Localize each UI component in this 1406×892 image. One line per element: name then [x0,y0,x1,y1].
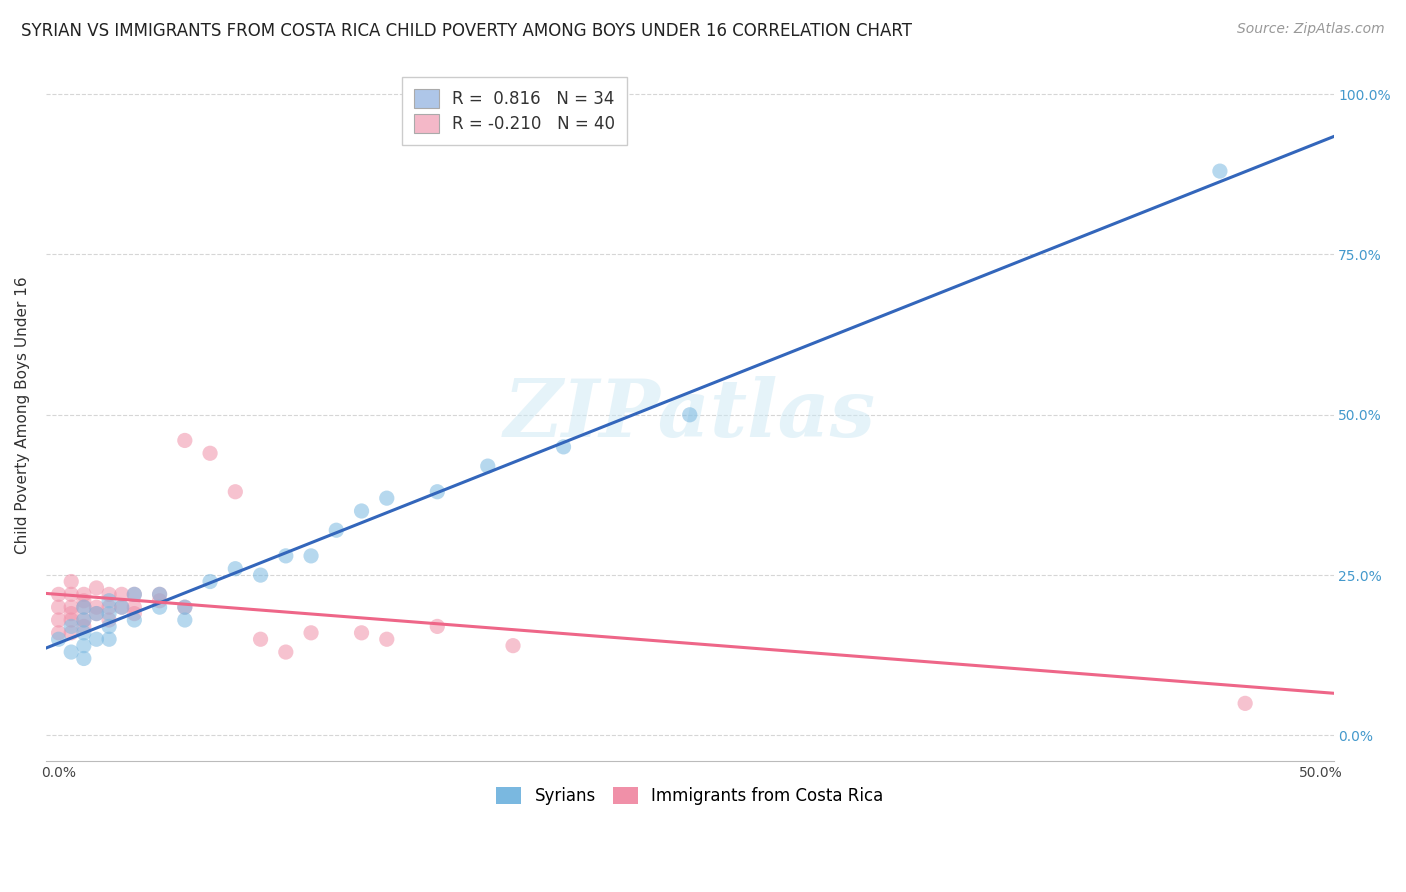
Point [98,587,121,601]
Legend: Syrians, Immigrants from Costa Rica: Syrians, Immigrants from Costa Rica [486,777,893,815]
Point [124,613,146,627]
Point [48,625,70,640]
Point [224,562,246,576]
Point [60,619,83,633]
Point [274,549,297,563]
Point [73,625,96,640]
Point [60,600,83,615]
Point [98,613,121,627]
Point [73,639,96,653]
Point [73,613,96,627]
Point [502,639,524,653]
Point [86,607,108,621]
Point [274,645,297,659]
Point [48,632,70,647]
Point [299,625,322,640]
Point [98,607,121,621]
Point [224,484,246,499]
Point [249,568,271,582]
Point [48,600,70,615]
Point [73,600,96,615]
Point [173,434,195,448]
Point [124,587,146,601]
Point [98,594,121,608]
Point [60,587,83,601]
Text: SYRIAN VS IMMIGRANTS FROM COSTA RICA CHILD POVERTY AMONG BOYS UNDER 16 CORRELATI: SYRIAN VS IMMIGRANTS FROM COSTA RICA CHI… [21,22,912,40]
Point [73,613,96,627]
Point [375,632,398,647]
Point [375,491,398,505]
Point [98,600,121,615]
Point [173,600,195,615]
Point [350,625,373,640]
Point [111,600,134,615]
Point [124,587,146,601]
Point [1234,697,1257,711]
Point [60,574,83,589]
Point [299,549,322,563]
Text: ZIPatlas: ZIPatlas [503,376,876,453]
Point [86,607,108,621]
Point [198,446,221,460]
Point [98,632,121,647]
Point [198,574,221,589]
Point [60,613,83,627]
Point [148,600,170,615]
Point [111,600,134,615]
Point [86,632,108,647]
Point [249,632,271,647]
Point [98,619,121,633]
Point [60,607,83,621]
Point [148,587,170,601]
Point [86,600,108,615]
Point [48,613,70,627]
Point [426,484,449,499]
Point [350,504,373,518]
Point [173,613,195,627]
Point [73,600,96,615]
Point [477,459,499,474]
Point [86,581,108,595]
Y-axis label: Child Poverty Among Boys Under 16: Child Poverty Among Boys Under 16 [15,276,30,554]
Point [124,600,146,615]
Point [124,607,146,621]
Point [679,408,702,422]
Point [73,594,96,608]
Point [173,600,195,615]
Point [60,625,83,640]
Point [148,594,170,608]
Point [426,619,449,633]
Point [73,587,96,601]
Point [1209,164,1232,178]
Point [148,587,170,601]
Point [73,651,96,665]
Point [48,587,70,601]
Point [60,645,83,659]
Point [553,440,575,454]
Point [73,619,96,633]
Point [325,523,347,537]
Text: Source: ZipAtlas.com: Source: ZipAtlas.com [1237,22,1385,37]
Point [111,587,134,601]
